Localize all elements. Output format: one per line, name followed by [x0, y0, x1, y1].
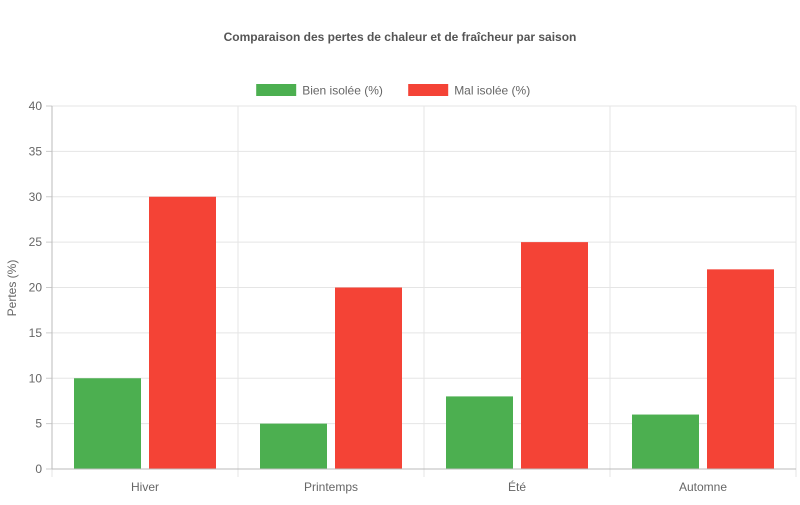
y-tick-label: 25: [29, 235, 43, 249]
y-tick-label: 15: [29, 326, 43, 340]
bar: [446, 396, 513, 469]
y-tick-label: 10: [29, 371, 43, 385]
y-tick-label: 30: [29, 190, 43, 204]
bar: [260, 423, 327, 469]
bar: [521, 242, 588, 469]
y-tick-label: 35: [29, 144, 43, 158]
axes: [46, 105, 796, 470]
y-tick-label: 40: [29, 99, 43, 113]
x-tick-label: Automne: [679, 480, 727, 494]
y-tick-label: 0: [35, 462, 42, 476]
chart-title: Comparaison des pertes de chaleur et de …: [224, 30, 577, 44]
bar: [149, 196, 216, 469]
x-tick-labels: Hiver Printemps Été Automne: [131, 479, 727, 494]
bars: [74, 196, 774, 469]
x-tick-label: Été: [508, 479, 526, 494]
bar: [632, 414, 699, 469]
legend-label: Mal isolée (%): [454, 84, 530, 98]
y-tick-labels: 0 5 10 15 20 25 30 35 40: [29, 99, 43, 476]
y-axis-label: Pertes (%): [5, 260, 19, 317]
x-tick-label: Printemps: [304, 480, 358, 494]
bar: [74, 378, 141, 469]
y-tick-label: 5: [35, 417, 42, 431]
x-tick-label: Hiver: [131, 480, 159, 494]
y-tick-label: 20: [29, 281, 43, 295]
bar: [707, 269, 774, 469]
legend-label: Bien isolée (%): [302, 84, 383, 98]
bar: [335, 287, 402, 469]
legend-swatch: [256, 84, 297, 96]
legend-swatch: [408, 84, 449, 96]
legend: Bien isolée (%) Mal isolée (%): [256, 84, 530, 98]
